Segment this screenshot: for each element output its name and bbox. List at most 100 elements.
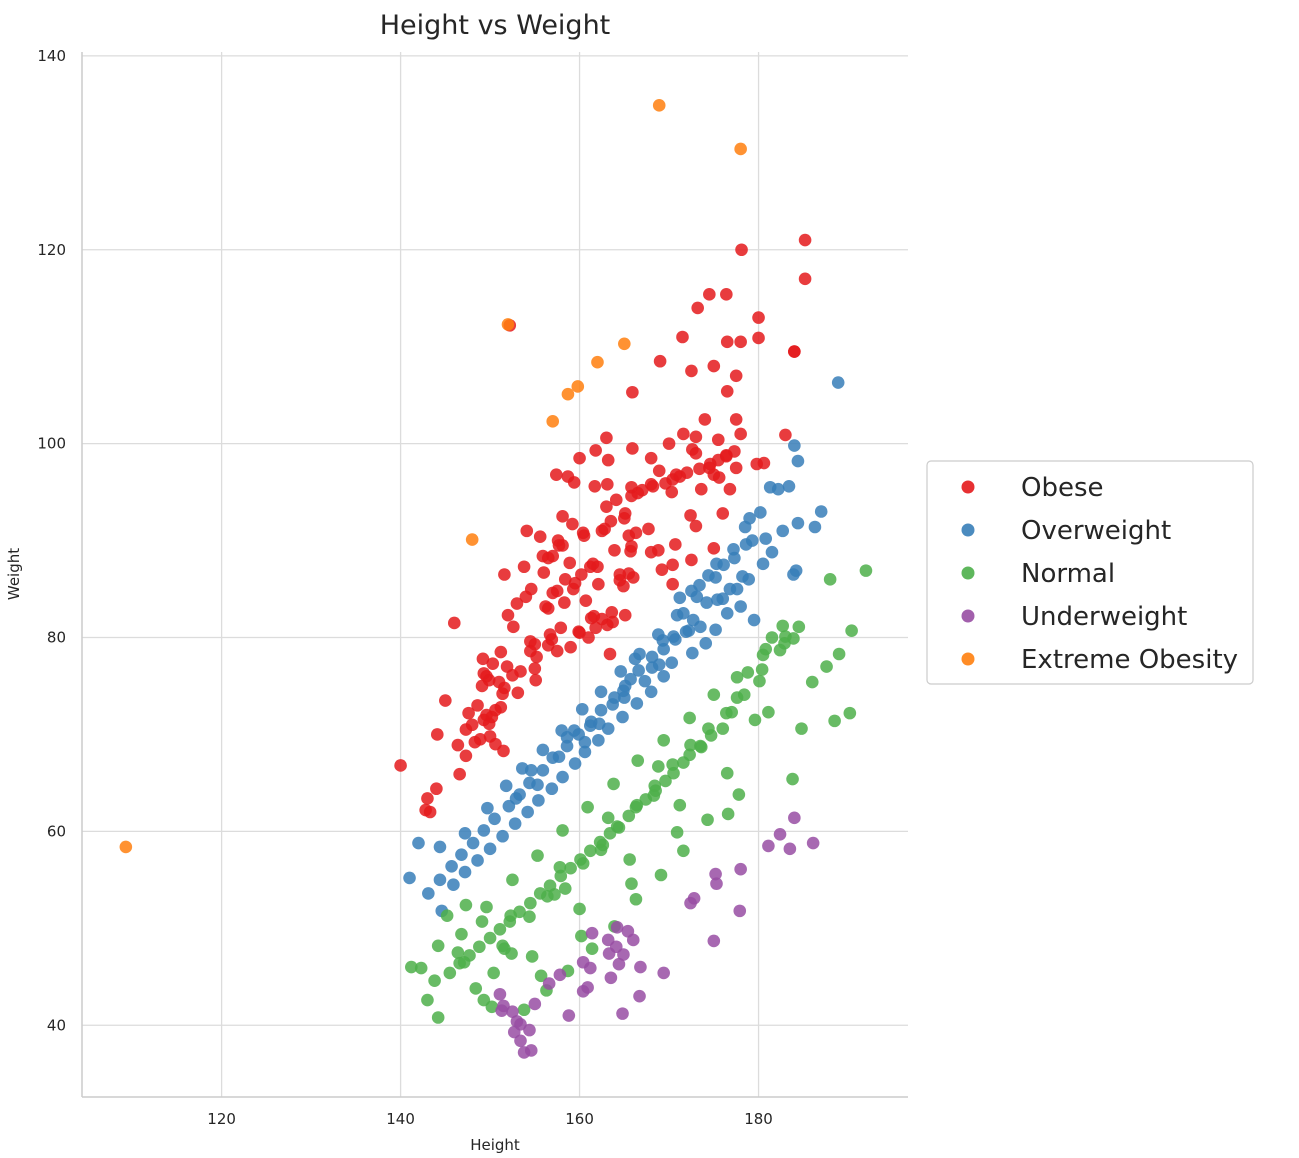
- point-underweight: [734, 862, 747, 876]
- point-overweight: [433, 873, 447, 887]
- point-overweight: [667, 630, 680, 643]
- point-normal: [601, 811, 615, 825]
- point-normal: [553, 860, 567, 874]
- point-normal: [603, 827, 617, 840]
- point-normal: [843, 706, 857, 720]
- point-obese: [618, 608, 632, 622]
- point-obese: [603, 647, 617, 661]
- point-overweight: [483, 842, 497, 856]
- point-underweight: [585, 926, 599, 940]
- point-obese: [546, 549, 560, 563]
- point-overweight: [560, 739, 574, 753]
- point-normal: [845, 624, 858, 638]
- legend-item-underweight: Underweight: [961, 602, 1187, 632]
- point-obese: [655, 563, 669, 576]
- point-obese: [686, 443, 699, 456]
- point-obese: [693, 462, 706, 476]
- point-normal: [753, 674, 766, 688]
- point-underweight: [553, 968, 567, 982]
- point-overweight: [567, 724, 581, 737]
- point-obese: [600, 431, 613, 445]
- point-obese: [568, 576, 582, 590]
- point-normal: [421, 993, 434, 1007]
- point-obese: [421, 792, 434, 805]
- point-normal: [581, 800, 594, 814]
- point-normal: [483, 931, 497, 945]
- point-obese: [653, 354, 667, 368]
- x-tick-label: 120: [207, 1110, 236, 1128]
- point-normal: [524, 896, 537, 910]
- point-overweight: [630, 697, 644, 710]
- point-underweight: [507, 1025, 521, 1039]
- point-obese: [728, 445, 741, 458]
- point-obese: [676, 330, 689, 344]
- point-normal: [683, 711, 696, 725]
- point-overweight: [575, 702, 589, 716]
- point-obese: [494, 701, 508, 714]
- point-overweight: [536, 743, 550, 757]
- point-normal: [732, 788, 746, 801]
- point-obese: [652, 464, 666, 478]
- point-normal: [805, 675, 819, 689]
- point-underweight: [707, 934, 721, 948]
- point-normal: [823, 573, 837, 586]
- legend-label: Overweight: [1021, 516, 1171, 546]
- point-normal: [762, 705, 775, 719]
- point-obese: [423, 805, 437, 819]
- point-overweight: [711, 593, 724, 607]
- point-underweight: [612, 957, 626, 971]
- point-underweight: [604, 971, 618, 985]
- point-obese: [729, 369, 743, 383]
- point-underweight: [514, 1034, 527, 1048]
- point-overweight: [606, 698, 619, 711]
- point-obese: [604, 514, 618, 528]
- point-obese: [498, 568, 511, 581]
- point-obese: [439, 694, 452, 707]
- point-normal: [721, 807, 735, 821]
- point-underweight: [783, 842, 797, 856]
- point-overweight: [787, 568, 800, 581]
- point-normal: [548, 888, 561, 901]
- point-overweight: [776, 524, 790, 538]
- point-obese: [642, 522, 655, 536]
- point-obese: [579, 594, 593, 607]
- point-normal: [455, 927, 468, 941]
- point-obese: [520, 524, 534, 538]
- point-obese: [556, 539, 569, 552]
- point-obese: [608, 543, 621, 557]
- point-overweight: [638, 674, 652, 688]
- point-overweight: [814, 505, 828, 518]
- point-normal: [707, 688, 721, 702]
- legend-item-normal: Normal: [961, 559, 1115, 589]
- point-obese: [600, 500, 613, 513]
- point-normal: [670, 826, 684, 839]
- point-normal: [737, 688, 751, 702]
- point-obese: [524, 644, 537, 658]
- point-overweight: [403, 871, 416, 885]
- point-overweight: [532, 794, 545, 807]
- point-normal: [716, 722, 730, 735]
- point-obese: [629, 526, 643, 540]
- point-underweight: [709, 867, 722, 881]
- point-normal: [506, 873, 519, 887]
- point-overweight: [617, 684, 630, 698]
- point-obese: [720, 335, 734, 349]
- point-overweight: [759, 532, 773, 545]
- point-overweight: [422, 887, 435, 900]
- point-overweight: [791, 516, 805, 530]
- point-obese: [486, 657, 500, 670]
- point-extreme-obesity: [618, 337, 631, 351]
- point-overweight: [720, 606, 734, 620]
- point-normal: [629, 892, 643, 906]
- point-obese: [734, 335, 747, 349]
- point-normal: [443, 966, 457, 980]
- point-obese: [757, 456, 771, 470]
- point-normal: [741, 666, 755, 679]
- point-normal: [405, 960, 418, 974]
- point-overweight: [665, 656, 679, 670]
- point-obese: [529, 673, 543, 687]
- point-obese: [609, 493, 623, 507]
- point-overweight: [632, 664, 645, 677]
- point-obese: [468, 735, 482, 749]
- point-normal: [473, 940, 486, 954]
